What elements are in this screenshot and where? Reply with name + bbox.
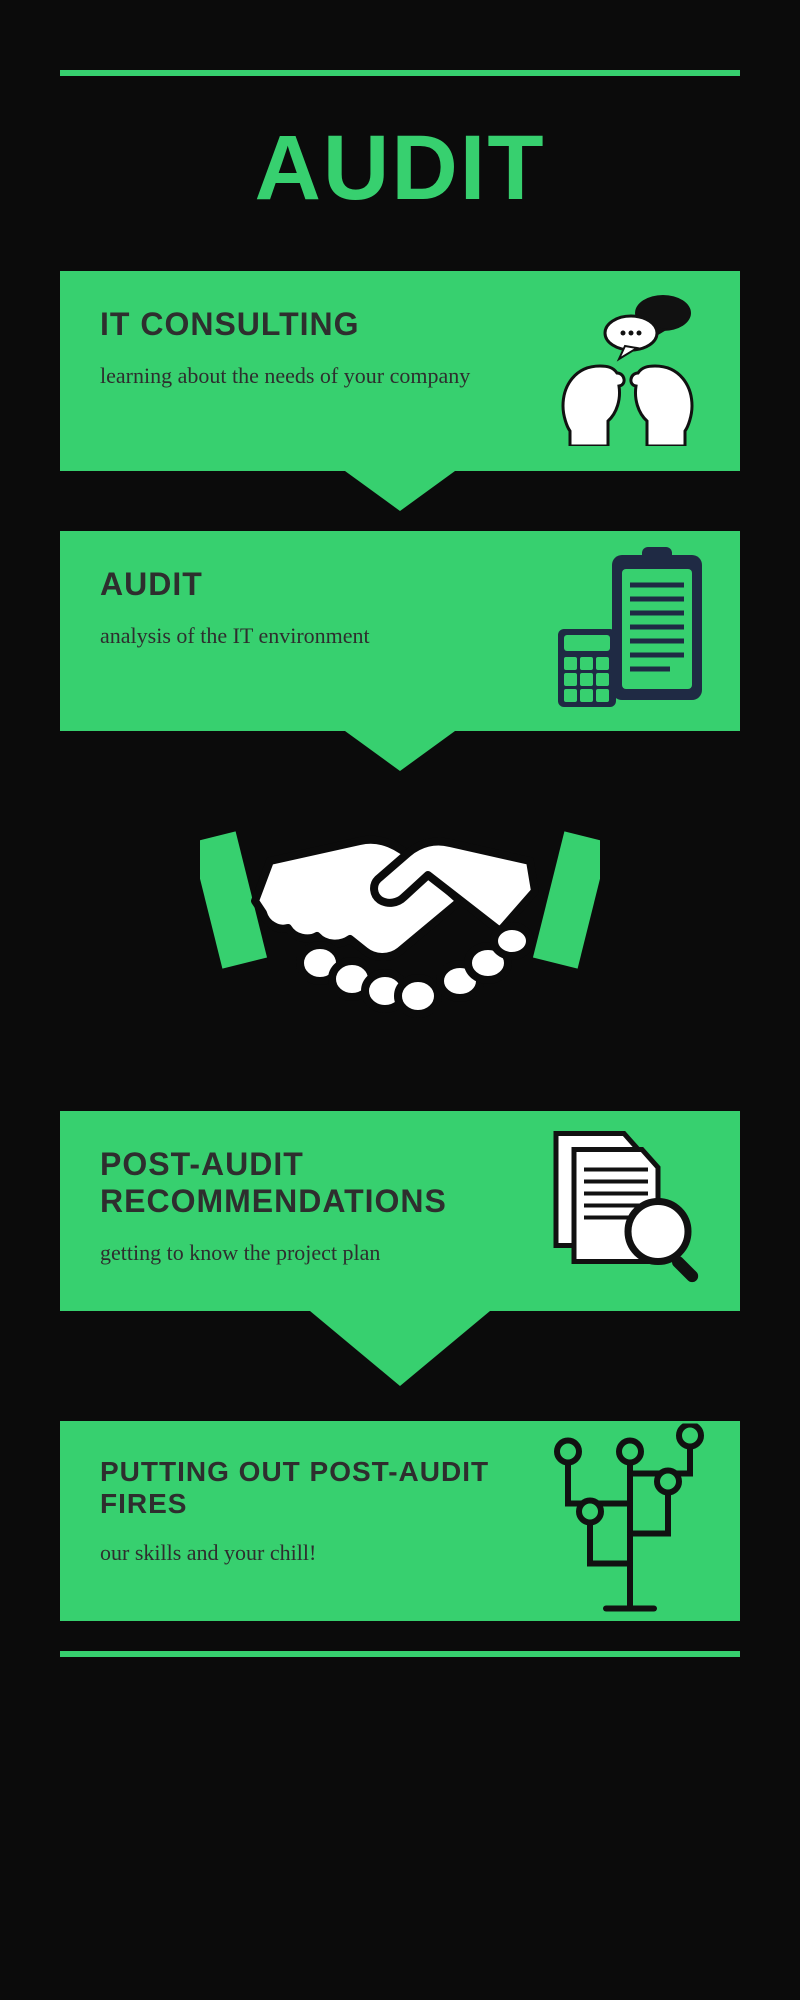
clipboard-icon <box>550 541 710 721</box>
card-title: POST-AUDIT RECOMMENDATIONS <box>100 1146 520 1220</box>
card-text: our skills and your chill! <box>100 1538 500 1569</box>
page-title: AUDIT <box>60 116 740 221</box>
card-text: learning about the needs of your company <box>100 361 500 392</box>
document-magnifier-icon <box>540 1124 710 1299</box>
circuit-tree-icon <box>550 1424 710 1619</box>
card-text: getting to know the project plan <box>100 1238 500 1269</box>
card-audit: AUDIT analysis of the IT environment <box>60 531 740 731</box>
card-putting-out-fires: PUTTING OUT POST-AUDIT FIRES our skills … <box>60 1421 740 1621</box>
consulting-icon <box>545 291 710 451</box>
card-title: IT CONSULTING <box>100 306 520 343</box>
top-rule <box>60 70 740 76</box>
card-text: analysis of the IT environment <box>100 621 500 652</box>
card-it-consulting: IT CONSULTING learning about the needs o… <box>60 271 740 471</box>
handshake-icon <box>60 791 740 1041</box>
card-post-audit-recommendations: POST-AUDIT RECOMMENDATIONS getting to kn… <box>60 1111 740 1311</box>
card-title: AUDIT <box>100 566 520 603</box>
bottom-rule <box>60 1651 740 1657</box>
card-title: PUTTING OUT POST-AUDIT FIRES <box>100 1456 520 1520</box>
